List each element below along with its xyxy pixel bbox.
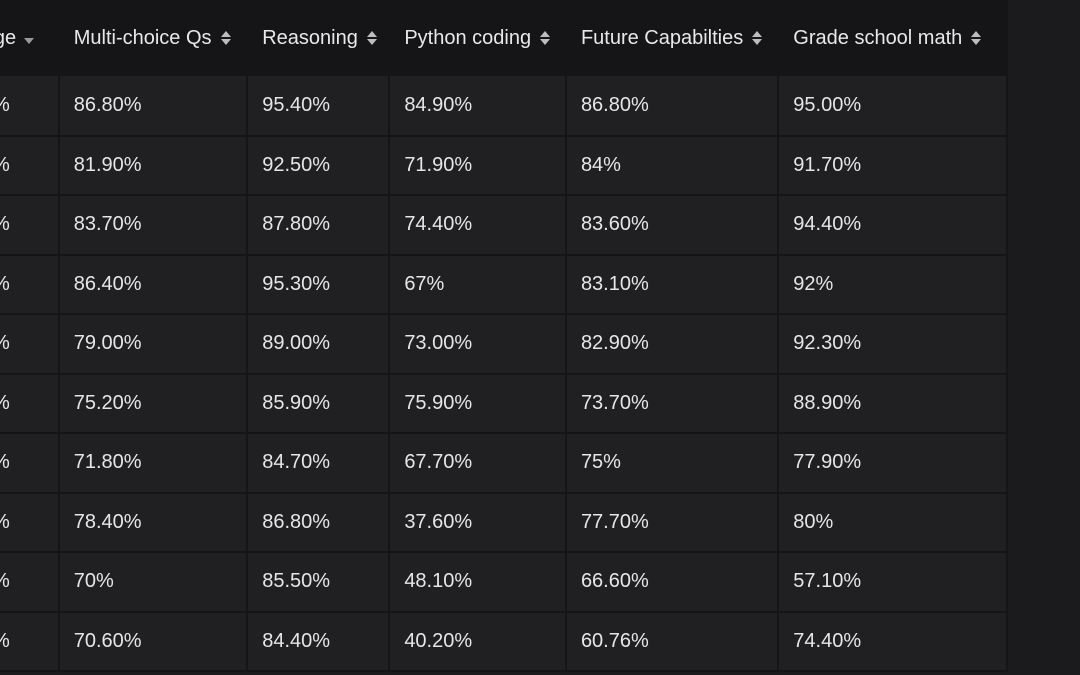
sort-icon[interactable] <box>220 31 232 45</box>
table-cell: 81.90% <box>58 135 249 196</box>
table-cell: 83.70% <box>58 195 249 256</box>
table-cell: 71.90% <box>389 135 567 196</box>
column-header-label: Reasoning <box>262 26 358 49</box>
table-cell: 86.83% <box>0 76 60 137</box>
sort-icon[interactable] <box>970 31 982 45</box>
table-cell: 71.80% <box>58 433 249 494</box>
table-cell: 95.40% <box>247 76 391 137</box>
leaderboard-table: Average Multi-choice Qs Reasoning <box>0 0 1008 672</box>
column-header-future-capabilities[interactable]: Future Capabilties <box>565 0 780 76</box>
column-header-reasoning[interactable]: Reasoning <box>247 0 391 76</box>
column-header-label: Grade school math <box>793 26 963 49</box>
header-row: Average Multi-choice Qs Reasoning <box>0 0 1008 76</box>
table-cell: 73.70% <box>565 373 780 434</box>
column-header-multi-choice[interactable]: Multi-choice Qs <box>58 0 249 76</box>
table-cell: 64.79% <box>0 611 60 672</box>
table-cell: 87.80% <box>247 195 391 256</box>
table-cell: 77.08% <box>0 373 60 434</box>
table-cell: 66.60% <box>565 552 780 613</box>
column-header-label: Average <box>0 26 17 49</box>
table-row: 86.83%86.80%95.40%84.90%86.80%95.00% <box>0 76 1008 137</box>
table-cell: 69.82% <box>0 492 60 553</box>
table-cell: 80.45% <box>0 254 60 315</box>
table-cell: 82.90% <box>565 314 780 375</box>
table-cell: 82.08% <box>0 135 60 196</box>
table-cell: 67.70% <box>389 433 567 494</box>
column-header-grade-school-math[interactable]: Grade school math <box>778 0 1008 76</box>
table-row: 82.08%81.90%92.50%71.90%84%91.70% <box>0 135 1008 196</box>
column-header-label: Multi-choice Qs <box>73 26 212 49</box>
table-cell: 75% <box>565 433 780 494</box>
table-cell: 74.40% <box>778 611 1008 672</box>
table-cell: 86.80% <box>247 492 391 553</box>
table-cell: 92.50% <box>247 135 391 196</box>
table-cell: 72.28% <box>0 433 60 494</box>
table-cell: 70% <box>58 552 249 613</box>
table-row: 64.79%70.60%84.40%40.20%60.76%74.40% <box>0 611 1008 672</box>
table-cell: 63.46% <box>0 552 60 613</box>
table-cell: 84.40% <box>247 611 391 672</box>
table-cell: 84.70% <box>247 433 391 494</box>
table-cell: 78.40% <box>58 492 249 553</box>
table-cell: 91.70% <box>778 135 1008 196</box>
table-cell: 73.00% <box>389 314 567 375</box>
table-cell: 67% <box>389 254 567 315</box>
table-cell: 85.90% <box>247 373 391 434</box>
table-cell: 92.30% <box>778 314 1008 375</box>
column-header-python-coding[interactable]: Python coding <box>389 0 567 76</box>
table-cell: 77.90% <box>778 433 1008 494</box>
table-cell: 48.10% <box>389 552 567 613</box>
table-row: 63.46%70%85.50%48.10%66.60%57.10% <box>0 552 1008 613</box>
table-cell: 77.70% <box>565 492 780 553</box>
table-cell: 92% <box>778 254 1008 315</box>
table-row: 77.08%75.20%85.90%75.90%73.70%88.90% <box>0 373 1008 434</box>
table-cell: 86.80% <box>565 76 780 137</box>
table-cell: 57.10% <box>778 552 1008 613</box>
table-cell: 75.20% <box>58 373 249 434</box>
sort-icon[interactable] <box>539 31 551 45</box>
table-body: 86.83%86.80%95.40%84.90%86.80%95.00%82.0… <box>0 76 1008 672</box>
sort-descending-icon[interactable] <box>24 38 35 44</box>
table-cell: 83.10% <box>565 254 780 315</box>
table-cell: 84% <box>565 135 780 196</box>
table-cell: 79.00% <box>58 314 249 375</box>
table-cell: 80% <box>778 492 1008 553</box>
table-cell: 95.30% <box>247 254 391 315</box>
table-cell: 83.60% <box>565 195 780 256</box>
table-cell: 40.20% <box>389 611 567 672</box>
table-cell: 86.80% <box>58 76 249 137</box>
table-cell: 86.40% <box>58 254 249 315</box>
table-cell: 94.40% <box>778 195 1008 256</box>
table-cell: 88.90% <box>778 373 1008 434</box>
sort-icon[interactable] <box>366 31 378 45</box>
table-cell: 74.40% <box>389 195 567 256</box>
table-cell: 37.60% <box>389 492 567 553</box>
table-cell: 89.00% <box>247 314 391 375</box>
table-cell: 60.76% <box>565 611 780 672</box>
table-cell: 79.55% <box>0 314 60 375</box>
table-cell: 84.90% <box>389 76 567 137</box>
table-cell: 75.90% <box>389 373 567 434</box>
table-cell: 95.00% <box>778 76 1008 137</box>
table-row: 72.28%71.80%84.70%67.70%75%77.90% <box>0 433 1008 494</box>
table-cell: 81.52% <box>0 195 60 256</box>
table-row: 81.52%83.70%87.80%74.40%83.60%94.40% <box>0 195 1008 256</box>
table-cell: 85.50% <box>247 552 391 613</box>
table-row: 80.45%86.40%95.30%67%83.10%92% <box>0 254 1008 315</box>
column-header-label: Future Capabilties <box>580 26 744 49</box>
table-row: 79.55%79.00%89.00%73.00%82.90%92.30% <box>0 314 1008 375</box>
column-header-label: Python coding <box>404 26 532 49</box>
table-cell: 70.60% <box>58 611 249 672</box>
column-header-average[interactable]: Average <box>0 0 60 76</box>
table-row: 69.82%78.40%86.80%37.60%77.70%80% <box>0 492 1008 553</box>
sort-icon[interactable] <box>751 31 763 45</box>
